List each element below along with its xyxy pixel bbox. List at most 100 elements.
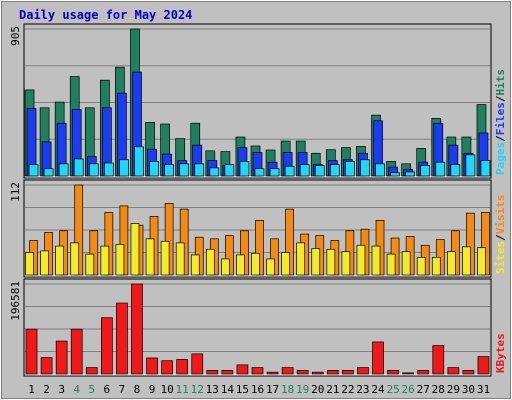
x-tick-label: 27 xyxy=(417,383,430,396)
bar xyxy=(206,369,219,375)
bar xyxy=(269,168,280,177)
legend-entry: Pages xyxy=(494,142,507,175)
bar xyxy=(55,340,68,375)
bar xyxy=(190,254,200,276)
series-kbytes xyxy=(25,283,490,375)
x-tick-label: 11 xyxy=(176,383,189,396)
bar xyxy=(43,168,54,177)
panel-kbytes: 196581 xyxy=(9,278,492,377)
bar xyxy=(28,164,39,177)
bar xyxy=(40,357,53,375)
chart-panels: 905 112 196581 xyxy=(9,23,492,377)
bar xyxy=(251,252,260,276)
bar xyxy=(281,252,290,276)
bar xyxy=(371,245,381,276)
bar xyxy=(119,159,129,177)
bar xyxy=(100,245,110,276)
bar xyxy=(70,328,83,375)
bar xyxy=(326,369,339,375)
bar xyxy=(25,252,34,276)
bar xyxy=(462,369,475,375)
bar xyxy=(205,248,215,276)
bar xyxy=(251,367,264,375)
x-tick-label: 16 xyxy=(251,383,264,396)
bar xyxy=(179,163,190,177)
bar xyxy=(356,244,366,276)
x-tick-label: 12 xyxy=(191,383,204,396)
panel-visits: 112 xyxy=(9,179,492,278)
x-tick-label: 8 xyxy=(134,383,141,396)
legend-entry: Visits xyxy=(494,195,507,235)
bar xyxy=(88,163,99,177)
bar xyxy=(386,253,396,276)
bar xyxy=(266,371,279,375)
series-sites xyxy=(25,223,486,276)
bar xyxy=(115,244,125,276)
bar xyxy=(341,251,351,276)
bar xyxy=(164,164,174,177)
x-tick-label: 7 xyxy=(119,383,126,396)
bar xyxy=(176,358,189,375)
bar xyxy=(160,240,170,276)
legend-entry: Hits xyxy=(494,69,507,96)
x-tick-label: 21 xyxy=(326,383,339,396)
bar xyxy=(224,164,235,177)
bar xyxy=(73,158,84,177)
bar xyxy=(432,345,445,375)
bar xyxy=(372,341,384,375)
bar xyxy=(25,328,38,375)
bar xyxy=(161,360,173,375)
x-tick-label: 15 xyxy=(236,383,249,396)
legend-visits: Sites/Visits xyxy=(494,195,507,275)
x-tick-label: 3 xyxy=(58,383,65,396)
x-tick-label: 20 xyxy=(311,383,324,396)
bar xyxy=(311,371,324,375)
bar xyxy=(146,357,158,375)
bar xyxy=(390,172,400,177)
x-tick-label: 13 xyxy=(206,383,219,396)
bar xyxy=(284,165,295,177)
bar xyxy=(296,242,306,276)
x-tick-label: 25 xyxy=(386,383,399,396)
bar xyxy=(450,164,461,177)
bar xyxy=(236,364,249,375)
bar xyxy=(70,242,80,276)
bar xyxy=(435,161,446,177)
series-pages xyxy=(28,146,491,177)
legend-entry: Sites xyxy=(494,241,507,274)
x-tick-label: 5 xyxy=(88,383,95,396)
panel-hits: 905 xyxy=(9,23,492,179)
bar xyxy=(194,163,205,177)
bar xyxy=(462,246,471,276)
panel-max-label: 196581 xyxy=(9,281,22,321)
bar xyxy=(360,159,370,177)
x-tick-label: 14 xyxy=(221,383,235,396)
x-tick-label: 9 xyxy=(149,383,156,396)
bar xyxy=(254,168,265,177)
x-tick-label: 19 xyxy=(296,383,309,396)
x-tick-label: 1 xyxy=(28,383,35,396)
bar xyxy=(40,250,49,276)
x-tick-label: 10 xyxy=(160,383,173,396)
bar xyxy=(446,251,456,276)
bar xyxy=(477,356,490,375)
bar xyxy=(191,353,204,375)
bar xyxy=(417,369,430,375)
x-tick-label: 17 xyxy=(266,383,279,396)
bar xyxy=(134,146,144,177)
bar xyxy=(55,245,65,276)
bar xyxy=(405,171,415,177)
chart-title: Daily usage for May 2024 xyxy=(19,8,192,22)
bar xyxy=(175,242,185,276)
bar xyxy=(387,369,399,375)
bar xyxy=(145,238,155,276)
bar xyxy=(58,163,69,177)
x-tick-label: 31 xyxy=(477,383,490,396)
bar xyxy=(416,256,426,276)
legend-hits: Pages/Files/Hits xyxy=(494,69,507,175)
panel-max-label: 905 xyxy=(9,26,22,46)
bar xyxy=(357,367,369,375)
panel-frame xyxy=(23,278,492,377)
